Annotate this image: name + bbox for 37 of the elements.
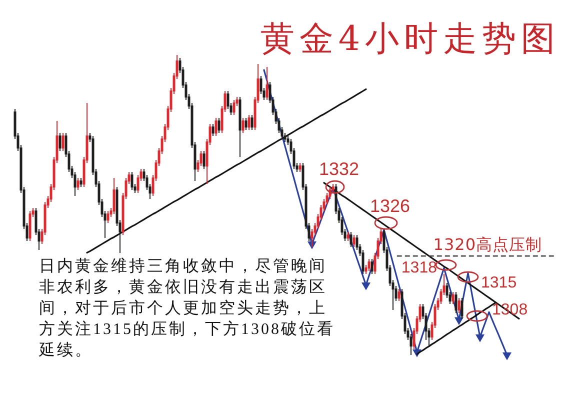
candlestick: [350, 232, 352, 248]
candlestick: [346, 232, 350, 242]
candlestick: [452, 292, 454, 304]
candlestick: [214, 118, 218, 136]
candlestick: [130, 172, 134, 190]
annotation: 1318: [401, 259, 438, 276]
candlestick: [298, 162, 302, 172]
candlestick: [250, 114, 254, 130]
candlestick: [368, 258, 370, 272]
annotation: 1332: [318, 158, 360, 179]
candlestick: [232, 100, 236, 116]
candlestick: [458, 298, 460, 314]
annotation: 1315: [481, 274, 517, 292]
annotation: 日内黄金维持三角收敛中，尽管晚间非农利多，黄金依旧没有走出震荡区间，对于后市个人更加空头走势，上方关注1315的压制，下方1308破位看延续。: [38, 257, 335, 360]
candlestick: [266, 66, 268, 100]
candlestick: [106, 210, 110, 224]
candlestick: [242, 118, 244, 134]
candlestick: [58, 132, 62, 152]
chart-title: 黄金4小时走势图: [260, 19, 560, 59]
candlestick: [76, 178, 80, 190]
candlestick: [244, 118, 248, 130]
candlestick: [398, 288, 400, 302]
candlestick: [28, 210, 32, 242]
annotation: 1326: [370, 196, 410, 216]
candlestick: [370, 258, 374, 274]
candlestick: [454, 292, 458, 314]
candlestick: [80, 178, 82, 188]
candlestick: [238, 96, 242, 158]
candlestick: [460, 298, 464, 320]
candlestick: [212, 124, 214, 136]
candlestick: [352, 234, 356, 248]
candlestick: [218, 118, 220, 134]
candlestick: [202, 150, 206, 170]
candlestick: [112, 178, 116, 214]
candlestick: [62, 132, 64, 152]
candlestick: [248, 114, 250, 130]
ref-line-label: 1320高点压制: [433, 235, 542, 254]
